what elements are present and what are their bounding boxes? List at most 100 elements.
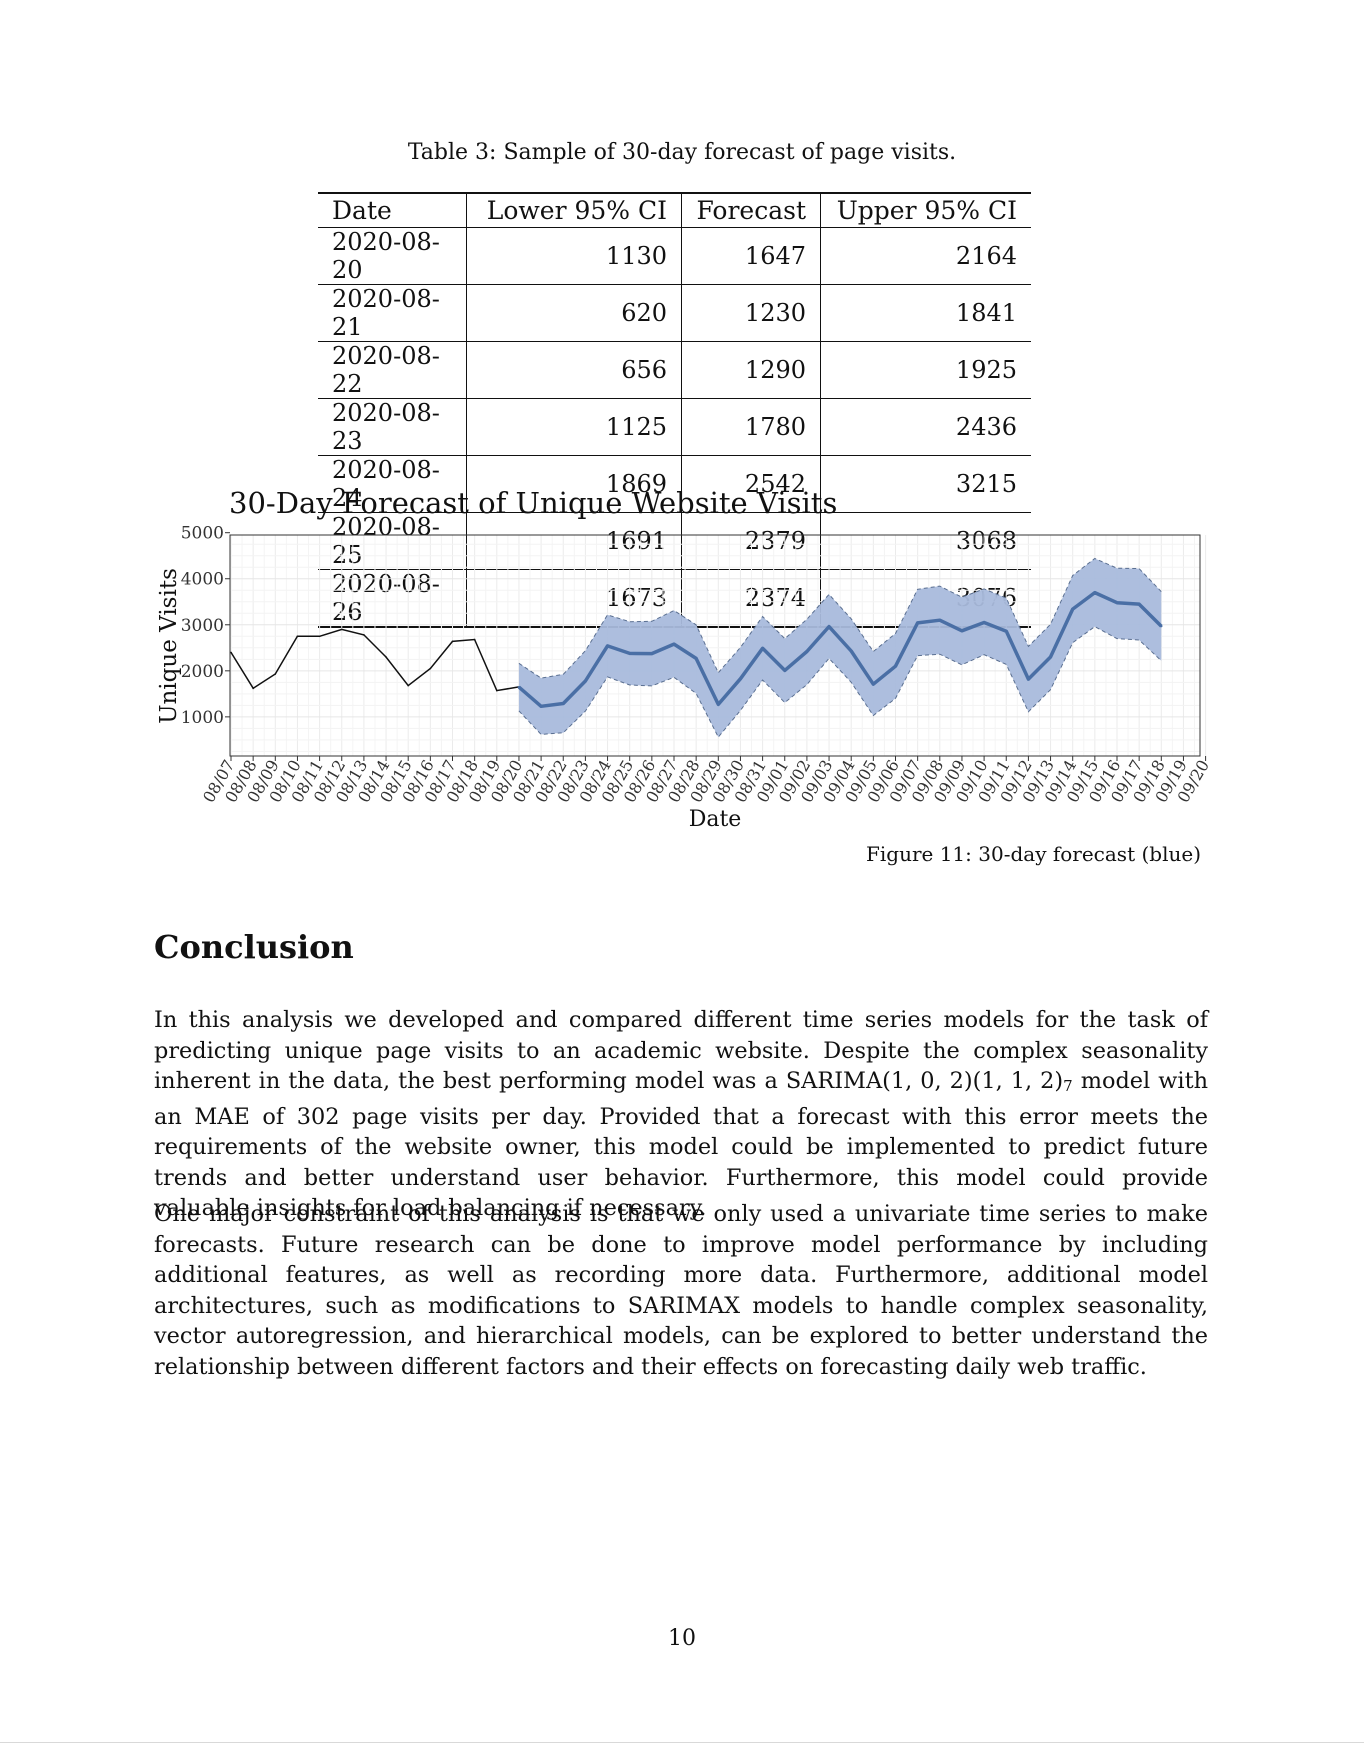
confidence-band [518,557,1162,739]
header-forecast: Forecast [681,192,821,228]
forecast-point [850,649,853,653]
chart-title: 30-Day Forecast of Unique Website Visits [229,490,837,520]
header-lower-ci: Lower 95% CI [466,192,682,228]
forecast-point [894,665,897,668]
section-heading: Conclusion [154,928,354,966]
header-date: Date [318,192,467,228]
x-axis: 08/0708/0808/0908/1008/1108/1208/1308/14… [199,756,1213,806]
table-row: 2020-08-20 1130 1647 2164 [318,227,1031,285]
conclusion-paragraph-1: In this analysis we developed and compar… [154,1005,1208,1224]
cell-lower: 1869 [466,455,682,513]
y-axis: 1000 2000 3000 4000 5000 [181,524,230,728]
forecast-point [694,657,698,660]
observed-point [451,640,454,643]
cell-date: 2020-08-21 [318,284,467,342]
forecast-point [628,652,631,655]
observed-point [340,628,343,631]
cell-lower: 1130 [466,227,682,285]
forecast-point [872,682,875,686]
observed-point [318,635,321,638]
table-row: 2020-08-21 620 1230 1841 [318,284,1031,342]
forecast-point [1137,602,1141,606]
table-row: 2020-08-23 1125 1780 2436 [318,398,1031,456]
forecast-line-chart: 30-Day Forecast of Unique Website Visits… [156,490,1213,832]
forecast-point [584,679,587,683]
forecast-point [982,621,986,624]
header-upper-ci: Upper 95% CI [820,192,1031,228]
forecast-point [960,629,964,632]
cell-upper: 1925 [820,341,1031,399]
paragraph-text: model with an MAE of 302 page visits per… [154,1068,1208,1221]
cell-date: 2020-08-24 [318,455,467,513]
forecast-point [1049,655,1052,659]
cell-forecast: 1230 [681,284,821,342]
plot-frame [229,534,1201,757]
observed-point [407,684,410,687]
observed-point [473,638,476,641]
table-header-row: Date Lower 95% CI Forecast Upper 95% CI [318,192,1031,228]
table-caption: Table 3: Sample of 30-day forecast of pa… [0,140,1364,165]
cell-date: 2020-08-20 [318,227,467,285]
upper-ci-line [518,557,1162,679]
y-tick-label: 2000 [181,662,224,682]
observed-point [429,667,432,670]
cell-date: 2020-08-23 [318,398,467,456]
forecast-point [562,702,565,705]
cell-forecast: 2542 [681,455,821,513]
conclusion-paragraph-2: One major constraint of this analysis is… [154,1201,1208,1380]
forecast-point [916,621,919,625]
forecast-point [1093,591,1097,594]
forecast-point [717,703,720,706]
forecast-point [1071,607,1074,611]
cell-upper: 3215 [820,455,1031,513]
y-tick-label: 3000 [181,616,224,636]
observed-point [296,635,299,638]
cell-lower: 1125 [466,398,682,456]
y-axis-label: Unique Visits [156,568,182,724]
formula-subscript: 7 [1063,1077,1073,1095]
chart-grid [230,535,1207,756]
observed-point [252,687,254,690]
cell-upper: 2436 [820,398,1031,456]
forecast-point [650,652,654,655]
confidence-band-area [518,558,1162,738]
forecast-table: Date Lower 95% CI Forecast Upper 95% CI … [318,192,1031,628]
forecast-line [517,590,1163,709]
forecast-series [517,590,1163,709]
cell-upper: 3068 [820,512,1031,570]
cell-upper: 1841 [820,284,1031,342]
observed-point [274,673,277,675]
forecast-point [938,618,941,622]
figure-caption: Figure 11: 30-day forecast (blue) [866,842,1201,866]
forecast-point [517,685,521,689]
forecast-point [1115,601,1119,604]
table-row: 2020-08-22 656 1290 1925 [318,341,1031,399]
cell-lower: 620 [466,284,682,342]
forecast-point [672,642,676,646]
forecast-point [1005,630,1008,633]
page-number: 10 [668,1626,696,1651]
x-axis-label: Date [689,807,742,832]
observed-point [230,651,232,654]
forecast-point [539,705,543,708]
forecast-point [1160,624,1163,628]
forecast-point [805,650,809,653]
forecast-point [827,625,831,628]
observed-point [496,689,498,692]
y-tick-label: 4000 [181,570,224,590]
observed-point [385,656,387,658]
paragraph-text: In this analysis we developed and compar… [154,1007,1208,1094]
forecast-point [739,677,742,680]
forecast-point [1027,677,1030,681]
cell-lower: 1691 [466,512,682,570]
observed-point [363,634,365,636]
forecast-point [783,669,786,672]
observed-line [230,628,520,692]
table-caption-text: Table 3: Sample of 30-day forecast of pa… [407,140,957,165]
cell-lower: 656 [466,341,682,399]
y-tick-label: 5000 [181,524,224,544]
cell-upper: 2164 [820,227,1031,285]
page-bottom-rule [0,1742,1364,1743]
cell-forecast: 1780 [681,398,821,456]
